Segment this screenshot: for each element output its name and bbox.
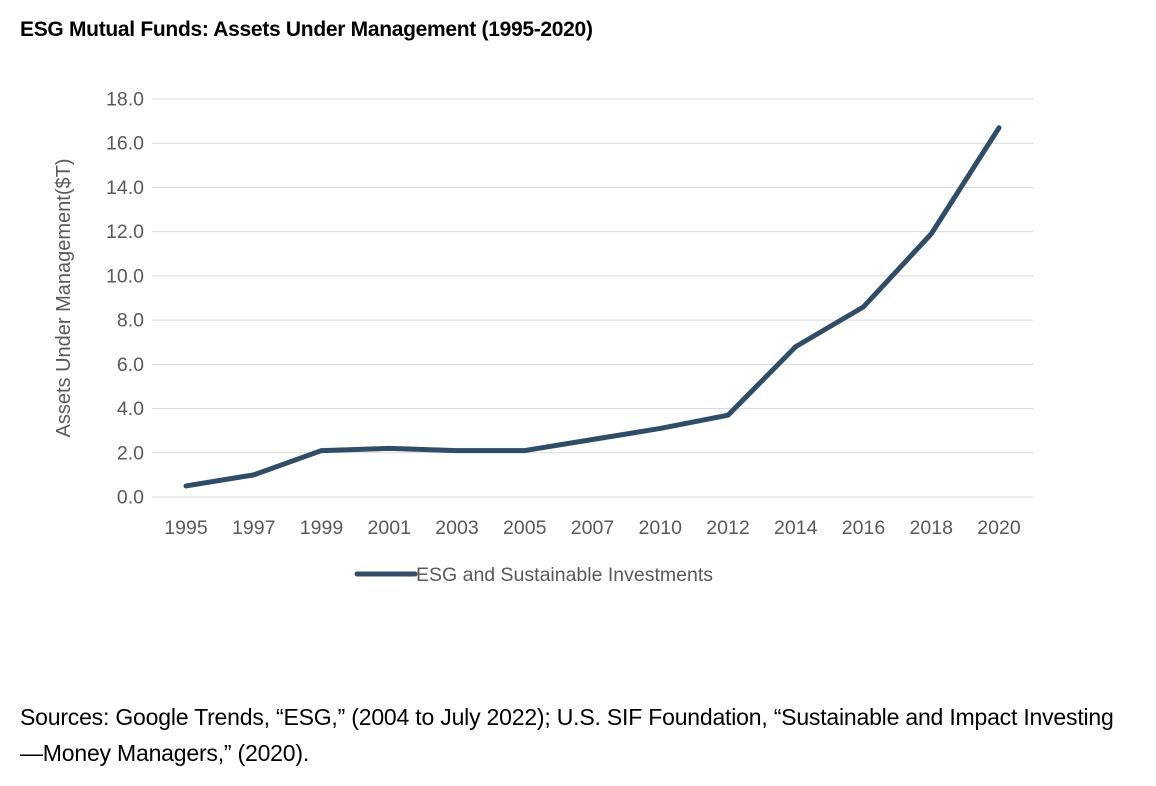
y-tick-label: 4.0 xyxy=(117,398,144,420)
x-tick-label: 2010 xyxy=(639,517,683,539)
y-tick-label: 16.0 xyxy=(106,133,144,155)
x-tick-label: 2016 xyxy=(842,517,885,539)
x-tick-label: 2007 xyxy=(571,517,614,539)
y-tick-label: 6.0 xyxy=(117,354,144,376)
x-tick-label: 2018 xyxy=(910,517,953,539)
x-tick-label: 2020 xyxy=(977,517,1021,539)
y-tick-label: 8.0 xyxy=(117,310,144,332)
y-tick-label: 12.0 xyxy=(106,221,144,243)
x-tick-label: 1997 xyxy=(232,517,275,539)
x-tick-label: 1995 xyxy=(164,517,208,539)
y-tick-label: 18.0 xyxy=(106,89,144,111)
y-tick-label: 10.0 xyxy=(106,265,144,287)
y-tick-label: 2.0 xyxy=(117,442,144,464)
x-tick-label: 2014 xyxy=(774,517,818,539)
y-tick-label: 0.0 xyxy=(117,487,144,509)
series-line xyxy=(183,125,1002,489)
x-tick-label: 2012 xyxy=(706,517,749,539)
x-tick-label: 2001 xyxy=(368,517,411,539)
x-tick-label: 2003 xyxy=(435,517,478,539)
y-axis-title: Assets Under Management($T) xyxy=(53,158,75,437)
sources-note: Sources: Google Trends, “ESG,” (2004 to … xyxy=(20,704,1114,766)
x-tick-label: 2005 xyxy=(503,517,547,539)
legend-label: ESG and Sustainable Investments xyxy=(416,564,713,586)
x-tick-label: 1999 xyxy=(300,517,343,539)
chart-svg: 0.0 2.0 4.0 6.0 8.0 10.0 12.0 14.0 16.0 18.0 1995 1… xyxy=(53,89,1033,586)
chart-title: ESG Mutual Funds: Assets Under Managemen… xyxy=(20,18,593,41)
y-tick-label: 14.0 xyxy=(106,177,144,199)
